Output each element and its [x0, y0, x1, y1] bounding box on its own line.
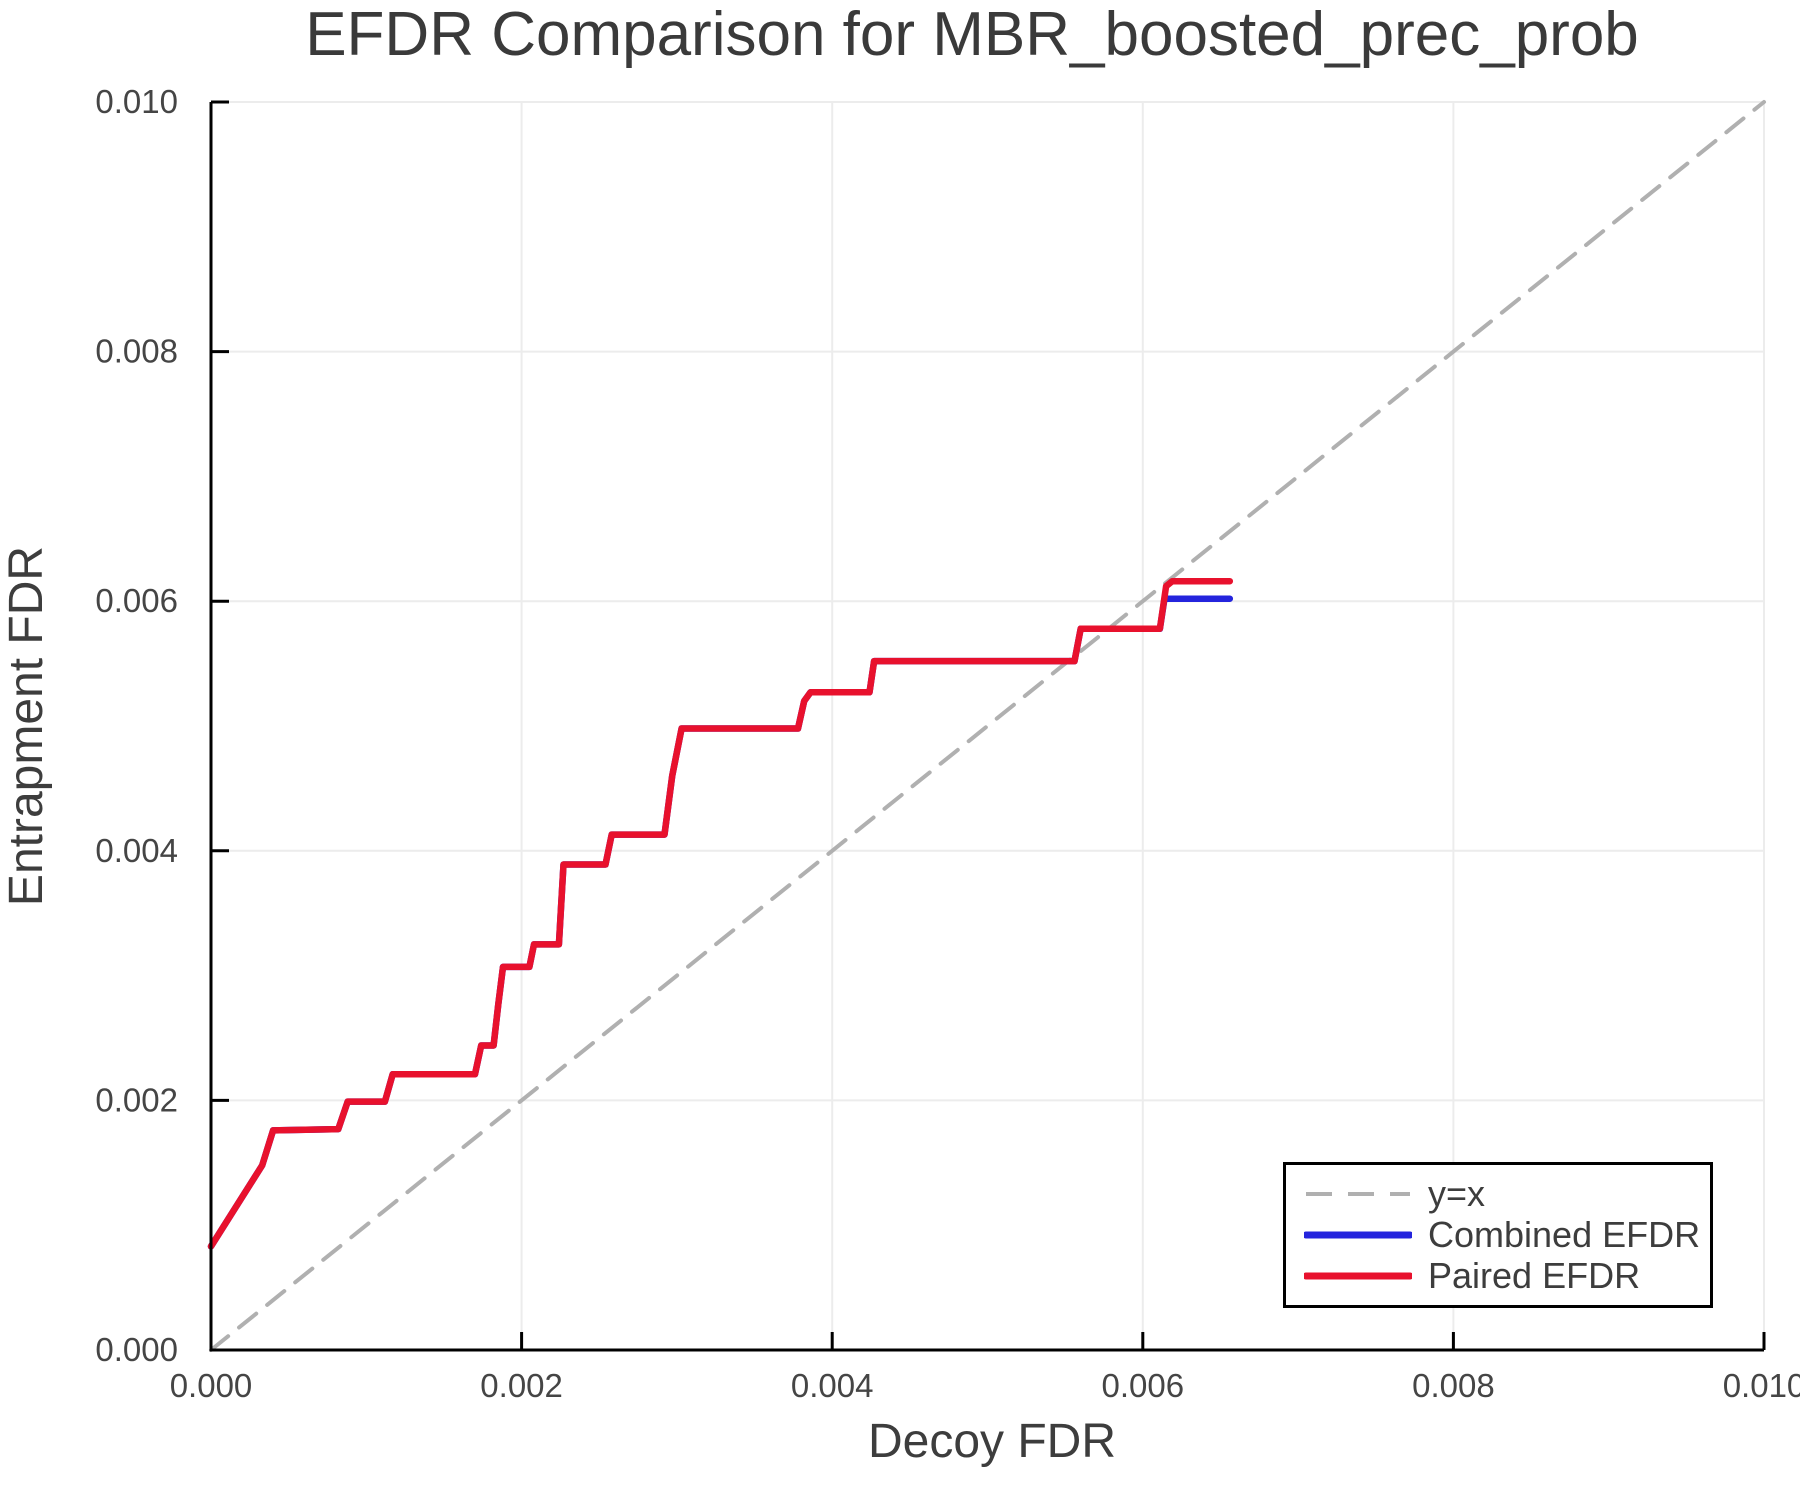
y-tick-label: 0.004: [95, 832, 178, 869]
y-tick-label: 0.008: [95, 333, 178, 370]
blue-line-swatch-icon: [1304, 1231, 1412, 1239]
x-axis-label: Decoy FDR: [868, 1415, 1116, 1468]
legend-entry-combined: Combined EFDR: [1304, 1216, 1710, 1255]
series-combined-efdr: [207, 595, 1234, 1250]
legend-label-combined: Combined EFDR: [1428, 1214, 1701, 1255]
grid-layer: [211, 101, 1765, 1350]
x-tick-label: 0.010: [1723, 1367, 1800, 1404]
red-line-swatch-icon: [1304, 1272, 1412, 1280]
series-paired-efdr: [207, 577, 1234, 1250]
y-tick-label: 0.010: [95, 83, 178, 120]
x-tick-label: 0.004: [791, 1367, 874, 1404]
legend-label-yx: y=x: [1428, 1173, 1486, 1214]
legend-entry-yx: y=x: [1304, 1175, 1710, 1214]
legend-label-paired: Paired EFDR: [1428, 1255, 1641, 1296]
series-layer: [207, 100, 1766, 1352]
y-tick-label: 0.002: [95, 1081, 178, 1118]
x-tick-label: 0.002: [480, 1367, 563, 1404]
axes-layer: [209, 100, 1766, 1352]
y-axis-label: Entrapment FDR: [0, 546, 53, 906]
chart-title: EFDR Comparison for MBR_boosted_prec_pro…: [305, 0, 1639, 69]
legend: y=x Combined EFDR Paired EFDR: [1283, 1162, 1713, 1308]
legend-entry-paired: Paired EFDR: [1304, 1257, 1710, 1296]
tick-label-layer: 0.000 0.002 0.004 0.006 0.008 0.010 0.000 0.002…: [95, 83, 1800, 1404]
dashed-line-swatch-icon: [1306, 1192, 1410, 1196]
x-tick-label: 0.008: [1412, 1367, 1495, 1404]
y-tick-label: 0.006: [95, 582, 178, 619]
y-tick-label: 0.000: [95, 1331, 178, 1368]
series-y-x: [209, 100, 1766, 1352]
x-tick-label: 0.006: [1102, 1367, 1185, 1404]
x-tick-label: 0.000: [170, 1367, 253, 1404]
